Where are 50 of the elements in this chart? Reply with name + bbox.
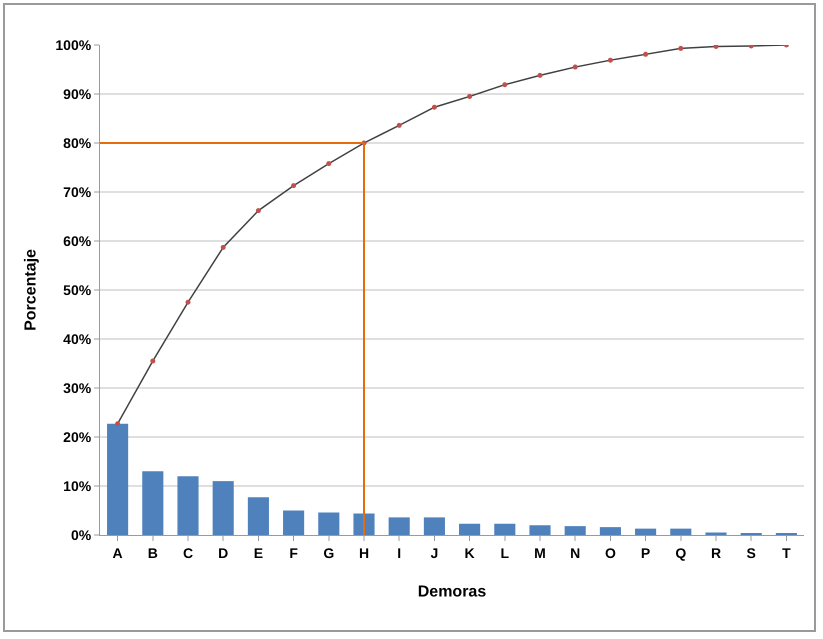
- bar: [142, 471, 164, 535]
- bar: [529, 525, 551, 535]
- x-tick-label: L: [500, 544, 510, 561]
- x-tick-label: H: [358, 544, 370, 561]
- x-tick-label: M: [534, 544, 546, 561]
- bar: [283, 510, 304, 535]
- x-tick-label: B: [148, 544, 158, 561]
- y-tick-label: 40%: [63, 330, 92, 347]
- x-tick-label: F: [289, 544, 298, 561]
- bar: [635, 528, 656, 535]
- bar: [564, 526, 586, 535]
- bar: [353, 513, 375, 535]
- y-tick-label: 30%: [63, 380, 92, 396]
- x-tick-label: A: [112, 544, 123, 561]
- x-tick-label: O: [604, 544, 616, 561]
- y-tick-label: 60%: [63, 232, 92, 249]
- bar: [424, 517, 445, 535]
- x-tick-label: I: [397, 544, 402, 561]
- bar: [177, 476, 199, 535]
- x-tick-label: S: [746, 544, 756, 561]
- bar: [107, 424, 128, 535]
- x-tick-label: E: [254, 544, 264, 561]
- y-tick-label: 100%: [55, 36, 92, 53]
- bar: [248, 497, 269, 535]
- x-tick-label: P: [640, 544, 650, 561]
- bar: [600, 527, 621, 535]
- x-tick-label: J: [430, 544, 438, 561]
- x-tick-label: T: [782, 544, 792, 561]
- y-tick-label: 90%: [63, 86, 92, 102]
- x-tick-label: Q: [675, 544, 686, 561]
- x-tick-label: C: [182, 544, 194, 561]
- x-tick-label: G: [323, 544, 334, 561]
- x-tick-label: K: [464, 544, 475, 561]
- bar: [494, 524, 516, 535]
- y-tick-label: 50%: [63, 282, 92, 298]
- x-tick-label: N: [570, 544, 580, 561]
- x-tick-label: D: [218, 544, 228, 561]
- y-tick-label: 10%: [63, 478, 92, 494]
- bar: [388, 517, 410, 535]
- bar: [318, 512, 340, 535]
- x-axis-title: Demoras: [418, 584, 486, 600]
- bar: [459, 524, 480, 535]
- y-axis-title: Porcentaje: [22, 248, 40, 331]
- y-tick-label: 70%: [63, 184, 92, 200]
- y-tick-label: 80%: [63, 134, 92, 151]
- y-tick-label: 20%: [63, 428, 92, 445]
- bar: [212, 481, 234, 535]
- bar: [670, 528, 692, 535]
- x-tick-label: R: [710, 544, 722, 561]
- y-tick-label: 0%: [70, 526, 92, 543]
